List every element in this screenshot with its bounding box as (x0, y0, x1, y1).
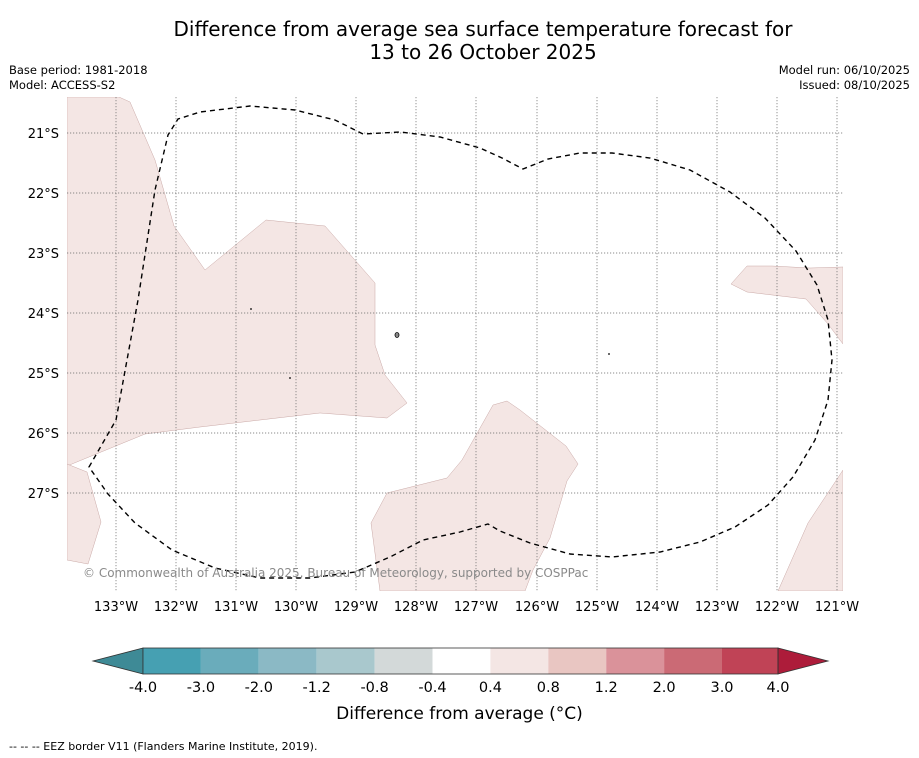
colorbar-under-triangle (91, 647, 144, 675)
colorbar-tick: 3.0 (710, 680, 733, 696)
colorbar-tick: -3.0 (187, 680, 215, 696)
lat-label: 23°S (28, 247, 59, 262)
lon-label: 121°W (815, 600, 859, 615)
lon-label: 128°W (394, 600, 438, 615)
island-marker (394, 332, 400, 338)
meta-left: Base period: 1981-2018 Model: ACCESS-S2 (9, 63, 148, 93)
colorbar-segment (664, 648, 722, 674)
colorbar-tick: 0.8 (537, 680, 560, 696)
model-name: Model: ACCESS-S2 (9, 78, 116, 92)
lon-label: 132°W (154, 600, 198, 615)
anomaly-region-center-south (370, 400, 579, 591)
colorbar-tick: -2.0 (245, 680, 273, 696)
colorbar-segment (722, 648, 778, 674)
lat-label: 25°S (28, 367, 59, 382)
colorbar-segment (258, 648, 317, 674)
colorbar-segment (200, 648, 259, 674)
colorbar-segment (606, 648, 665, 674)
colorbar-label: Difference from average (°C) (336, 704, 583, 724)
model-run: Model run: 06/10/2025 (778, 63, 910, 77)
colorbar-outline (142, 647, 779, 675)
copyright-notice: © Commonwealth of Australia 2025, Bureau… (83, 566, 588, 580)
latitude-labels: 21°S 22°S 23°S 24°S 25°S 26°S 27°S (28, 127, 59, 502)
colorbar-segment (374, 648, 433, 674)
lon-label: 126°W (515, 600, 559, 615)
island-marker (250, 308, 252, 310)
eez-border (88, 105, 833, 579)
map-panel: © Commonwealth of Australia 2025, Bureau… (67, 97, 843, 591)
map-title: Difference from average sea surface temp… (0, 18, 919, 64)
colorbar-segment (432, 648, 491, 674)
colorbar-tick-labels: -4.0 -3.0 -2.0 -1.2 -0.8 -0.4 0.4 0.8 1.… (129, 680, 790, 696)
anomaly-region-northwest (67, 97, 408, 467)
lon-label: 133°W (94, 600, 138, 615)
lon-label: 131°W (214, 600, 258, 615)
lon-label: 125°W (575, 600, 619, 615)
island-marker (289, 377, 291, 379)
lat-label: 26°S (28, 427, 59, 442)
lon-label: 123°W (695, 600, 739, 615)
longitude-labels: 133°W 132°W 131°W 130°W 129°W 128°W 127°… (94, 600, 859, 615)
title-line-2: 13 to 26 October 2025 (369, 40, 597, 64)
colorbar-segment (490, 648, 549, 674)
colorbar-tick: 1.2 (595, 680, 618, 696)
gridlines (67, 97, 843, 591)
colorbar-over-triangle (777, 647, 830, 675)
islands (250, 308, 610, 379)
lat-label: 22°S (28, 187, 59, 202)
anomaly-region-southwest (67, 463, 102, 565)
colorbar-tick: -1.2 (303, 680, 331, 696)
lat-label: 24°S (28, 307, 59, 322)
anomaly-region-east (730, 265, 843, 345)
lon-label: 127°W (454, 600, 498, 615)
colorbar-tick: 4.0 (766, 680, 789, 696)
colorbar-segment (316, 648, 375, 674)
lat-label: 21°S (28, 127, 59, 142)
meta-right: Model run: 06/10/2025 Issued: 08/10/2025 (779, 63, 910, 93)
colorbar-segment (143, 648, 201, 674)
colorbar-segment (548, 648, 607, 674)
lon-label: 130°W (274, 600, 318, 615)
title-line-1: Difference from average sea surface temp… (173, 17, 793, 41)
colorbar-tick: -4.0 (129, 680, 157, 696)
base-period: Base period: 1981-2018 (9, 63, 148, 77)
lon-label: 124°W (635, 600, 679, 615)
colorbar-tick: -0.4 (418, 680, 446, 696)
island-marker (608, 353, 610, 355)
lon-label: 129°W (334, 600, 378, 615)
anomaly-region-southeast (777, 469, 843, 591)
colorbar: -4.0 -3.0 -2.0 -1.2 -0.8 -0.4 0.4 0.8 1.… (91, 647, 830, 696)
colorbar-tick: 0.4 (479, 680, 502, 696)
lat-label: 27°S (28, 487, 59, 502)
issued-date: Issued: 08/10/2025 (799, 78, 910, 92)
colorbar-tick: 2.0 (653, 680, 676, 696)
eez-legend: -- -- -- EEZ border V11 (Flanders Marine… (9, 740, 318, 753)
colorbar-tick: -0.8 (360, 680, 388, 696)
lon-label: 122°W (755, 600, 799, 615)
